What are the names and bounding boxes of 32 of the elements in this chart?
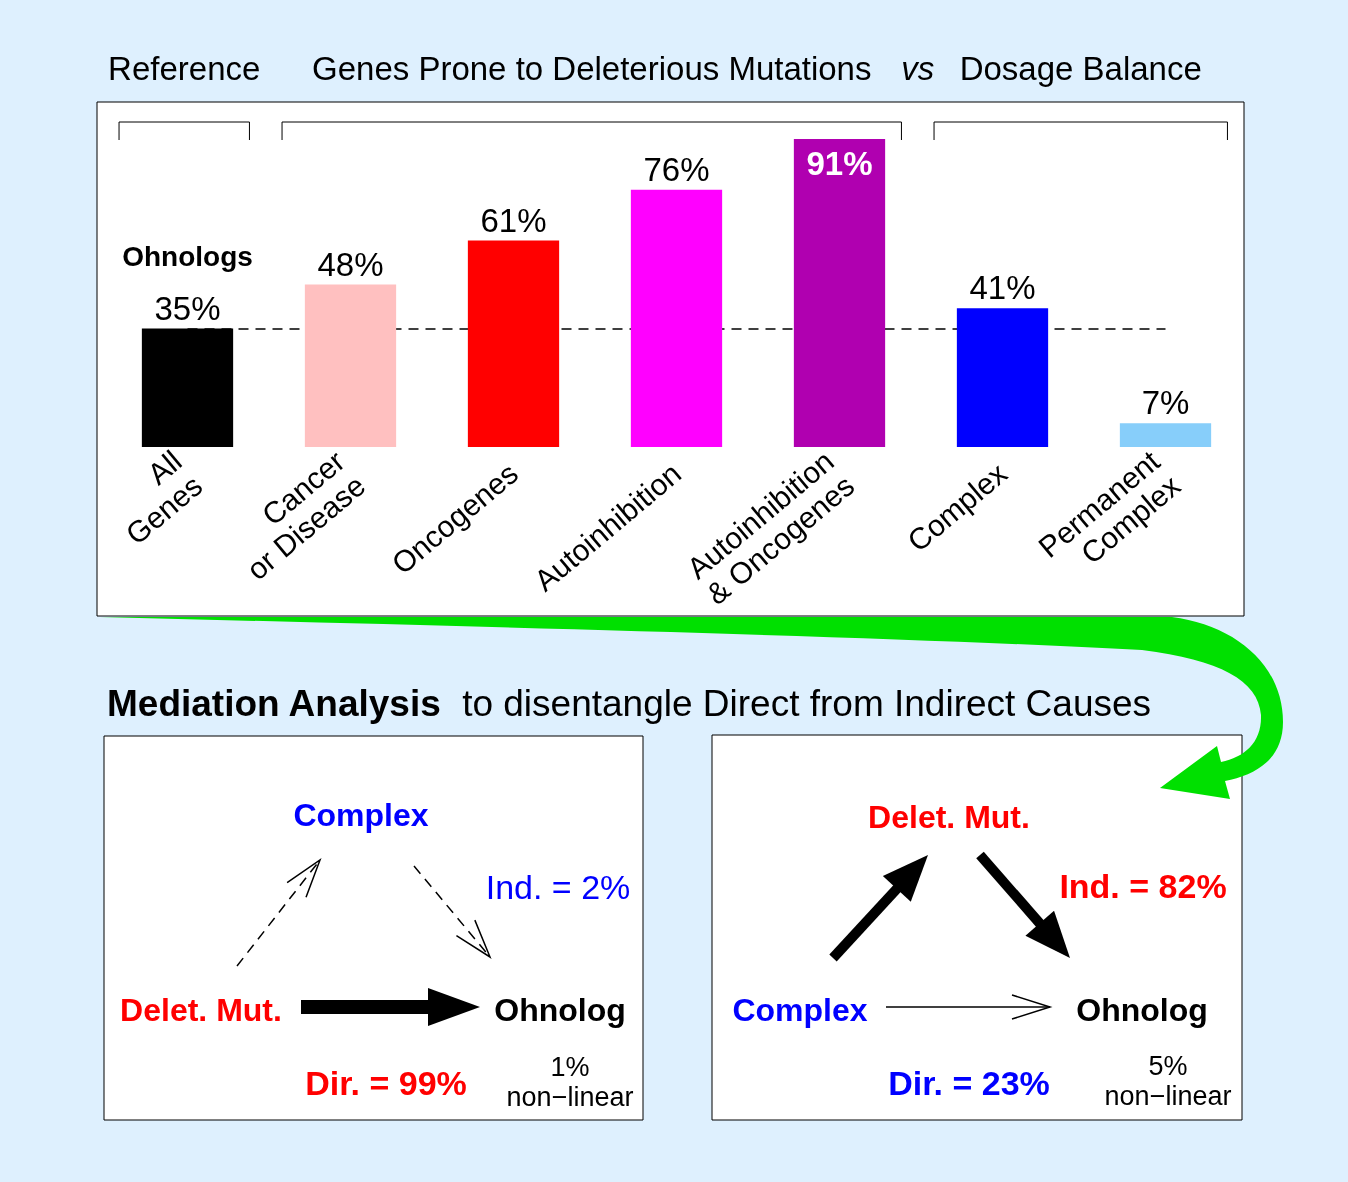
category-label: Delet. Mut. [868, 799, 1030, 835]
category-label: Ohnolog [494, 992, 626, 1028]
text: Reference [108, 49, 261, 87]
bar [304, 284, 397, 447]
text: Dir. = 99% [305, 1064, 467, 1102]
data-label: 35% [154, 289, 221, 327]
data-label: 91% [806, 145, 873, 182]
text: to disentangle Direct from Indirect Causes [462, 682, 1152, 724]
data-label: 76% [643, 150, 710, 188]
bar [630, 189, 723, 447]
bar [1119, 423, 1212, 447]
category-label: Delet. Mut. [120, 992, 282, 1028]
category-label: Ohnolog [1076, 992, 1208, 1028]
text: 5% non−linear [1104, 1051, 1232, 1111]
data-label: 7% [1141, 384, 1190, 422]
category-label: Complex [732, 992, 868, 1028]
data-label: 48% [317, 245, 384, 283]
text: Genes Prone to Deleterious Mutations [312, 49, 872, 87]
text: Ind. = 2% [485, 868, 631, 906]
text: 1% non−linear [506, 1052, 634, 1112]
text: vs [901, 49, 935, 87]
bar [467, 240, 560, 447]
text: Ind. = 82% [1059, 867, 1227, 905]
text: Mediation Analysis [107, 682, 441, 724]
data-label: 41% [969, 269, 1036, 307]
data-label: 61% [480, 201, 547, 239]
text: Dosage Balance [959, 49, 1202, 87]
y-axis-title: Ohnologs [122, 241, 253, 273]
category-label: Complex [293, 797, 429, 833]
text: Dir. = 23% [888, 1064, 1050, 1102]
bar [793, 139, 886, 447]
bar [956, 308, 1049, 447]
